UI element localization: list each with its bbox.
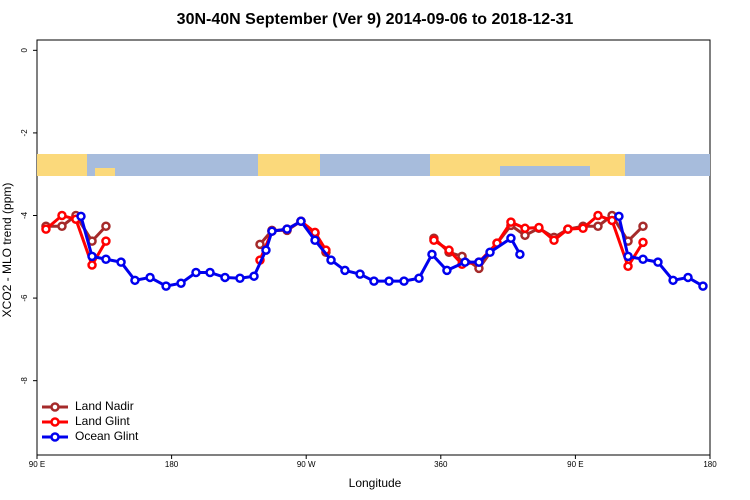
x-tick-label: 360	[434, 460, 448, 469]
point	[578, 223, 588, 234]
point	[369, 276, 379, 286]
point	[638, 237, 648, 248]
point	[623, 261, 633, 272]
plot-frame	[36, 39, 711, 456]
map-strip	[37, 154, 710, 176]
point	[340, 265, 350, 276]
point	[161, 281, 171, 291]
point	[87, 251, 97, 262]
point	[176, 278, 186, 288]
point	[310, 235, 320, 246]
legend-marker	[50, 417, 60, 427]
point	[296, 216, 306, 227]
point	[399, 276, 409, 286]
point	[101, 254, 111, 265]
legend-marker	[50, 432, 60, 442]
point	[427, 249, 437, 260]
point	[101, 221, 111, 231]
point	[76, 211, 86, 222]
legend-label: Land Glint	[75, 414, 130, 428]
point	[506, 233, 516, 243]
point	[638, 221, 648, 231]
point	[220, 272, 230, 283]
x-tick-label: 180	[703, 460, 717, 469]
point	[698, 281, 708, 291]
point	[261, 245, 271, 255]
point	[282, 224, 292, 234]
point	[638, 254, 648, 265]
legend-marker	[50, 402, 60, 412]
y-axis-label: XCO2 - MLO trend (ppm)	[0, 183, 14, 318]
point	[87, 260, 97, 270]
x-tick-label: 90 E	[29, 460, 45, 469]
point	[485, 247, 495, 257]
chart-title: 30N-40N September (Ver 9) 2014-09-06 to …	[177, 11, 574, 28]
x-tick-label: 180	[165, 460, 179, 469]
legend-label: Land Nadir	[75, 399, 134, 413]
point	[593, 210, 603, 221]
point	[130, 275, 140, 286]
point	[205, 267, 215, 278]
point	[683, 272, 693, 283]
point	[116, 257, 126, 267]
series-line	[79, 215, 704, 288]
point	[101, 236, 111, 246]
point	[442, 265, 452, 276]
y-tick-label: -2	[20, 129, 29, 137]
y-tick-label: -6	[20, 294, 29, 302]
point	[520, 223, 530, 234]
point	[41, 224, 51, 234]
x-tick-label: 90 W	[297, 460, 316, 469]
point	[614, 211, 624, 222]
point	[607, 215, 617, 226]
point	[255, 239, 265, 250]
point	[534, 222, 544, 233]
point	[623, 251, 633, 262]
x-tick-label: 90 E	[567, 460, 583, 469]
point	[474, 257, 484, 267]
point	[249, 271, 259, 281]
point	[593, 221, 603, 231]
y-tick-label: 0	[20, 48, 29, 53]
point	[384, 276, 394, 286]
point	[563, 224, 573, 234]
point	[145, 272, 155, 283]
point	[549, 235, 559, 246]
y-tick-label: -4	[20, 211, 29, 219]
point	[653, 257, 663, 267]
point	[355, 269, 365, 279]
point	[444, 245, 454, 255]
point	[267, 226, 277, 236]
point	[57, 210, 67, 221]
point	[326, 255, 336, 265]
x-axis-label: Longitude	[349, 476, 402, 490]
legend-label: Ocean Glint	[75, 429, 139, 443]
point	[429, 235, 439, 246]
point	[506, 217, 516, 227]
point	[57, 221, 67, 231]
point	[235, 273, 245, 284]
point	[414, 273, 424, 284]
point	[460, 257, 470, 267]
point	[191, 267, 201, 278]
y-tick-label: -8	[20, 377, 29, 385]
point	[515, 249, 525, 260]
point	[668, 275, 678, 286]
